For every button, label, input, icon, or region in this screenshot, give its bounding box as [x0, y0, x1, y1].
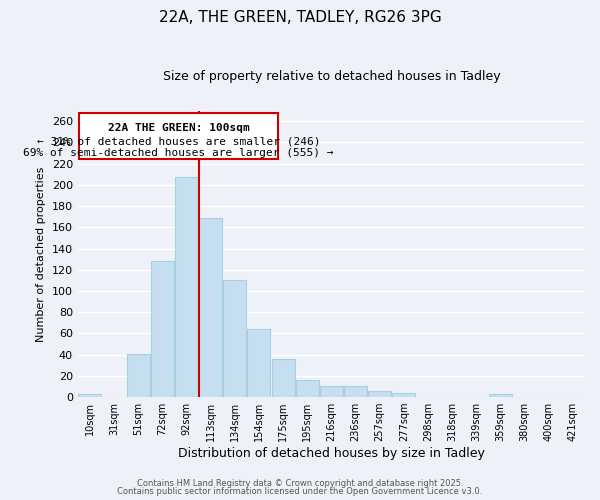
Text: 22A THE GREEN: 100sqm: 22A THE GREEN: 100sqm: [108, 124, 250, 134]
Bar: [489, 394, 512, 397]
Text: ← 31% of detached houses are smaller (246): ← 31% of detached houses are smaller (24…: [37, 136, 320, 146]
Bar: [175, 178, 198, 397]
FancyBboxPatch shape: [79, 112, 278, 160]
Text: 69% of semi-detached houses are larger (555) →: 69% of semi-detached houses are larger (…: [23, 148, 334, 158]
Y-axis label: Number of detached properties: Number of detached properties: [36, 166, 46, 342]
Bar: [247, 329, 271, 397]
Title: Size of property relative to detached houses in Tadley: Size of property relative to detached ho…: [163, 70, 500, 83]
Text: Contains public sector information licensed under the Open Government Licence v3: Contains public sector information licen…: [118, 487, 482, 496]
Bar: [272, 359, 295, 397]
X-axis label: Distribution of detached houses by size in Tadley: Distribution of detached houses by size …: [178, 447, 485, 460]
Bar: [392, 393, 415, 397]
Bar: [368, 390, 391, 397]
Bar: [344, 386, 367, 397]
Bar: [151, 261, 174, 397]
Bar: [199, 218, 222, 397]
Bar: [296, 380, 319, 397]
Text: 22A, THE GREEN, TADLEY, RG26 3PG: 22A, THE GREEN, TADLEY, RG26 3PG: [158, 10, 442, 25]
Text: Contains HM Land Registry data © Crown copyright and database right 2025.: Contains HM Land Registry data © Crown c…: [137, 478, 463, 488]
Bar: [320, 386, 343, 397]
Bar: [223, 280, 246, 397]
Bar: [79, 394, 101, 397]
Bar: [127, 354, 149, 397]
